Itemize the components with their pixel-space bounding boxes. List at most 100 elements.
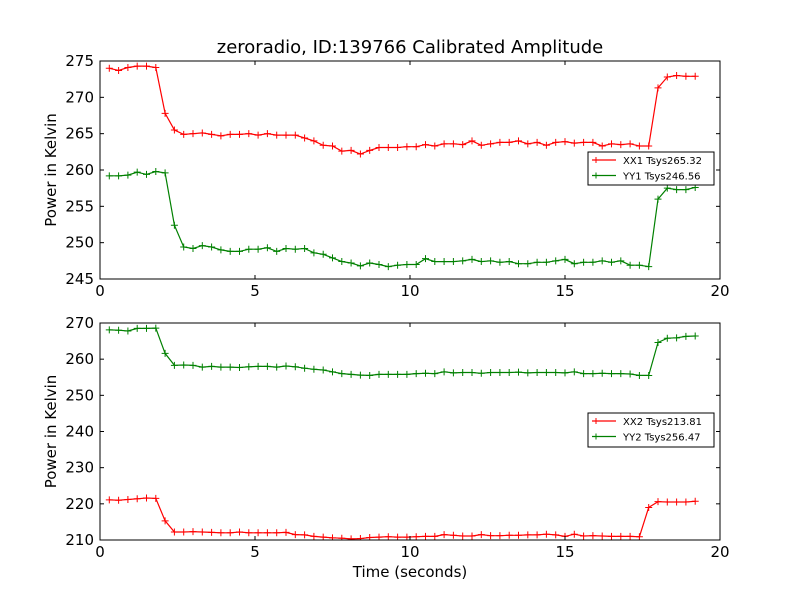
data-point (654, 84, 662, 92)
data-point (422, 255, 429, 263)
data-point (394, 143, 402, 151)
legend-marker (593, 157, 599, 163)
data-point (115, 66, 123, 74)
data-point (552, 531, 560, 539)
data-point (459, 257, 467, 265)
legend: XX2 Tsys213.81 YY2 Tsys256.47 (587, 412, 715, 448)
x-tick-label: 0 (95, 543, 105, 561)
data-point (384, 370, 392, 378)
data-point (133, 324, 141, 332)
data-point (524, 140, 532, 148)
y-tick-label: 245 (65, 270, 94, 288)
series-line (109, 327, 696, 377)
data-point (422, 369, 429, 377)
data-point (263, 362, 271, 370)
data-point (608, 532, 615, 540)
y-tick-label: 260 (65, 350, 94, 368)
data-point (310, 365, 318, 373)
data-point (505, 138, 513, 146)
data-point (468, 369, 476, 377)
data-point (356, 371, 364, 379)
data-point (133, 62, 141, 70)
data-point (356, 262, 364, 270)
y-tick-label: 270 (65, 88, 94, 106)
data-point (496, 258, 504, 266)
data-point (403, 143, 411, 151)
data-point (635, 371, 643, 379)
series-line (109, 170, 696, 268)
series-line (109, 65, 696, 155)
data-point (505, 531, 513, 539)
legend-label: XX1 Tsys265.32 (623, 156, 702, 167)
data-point (440, 258, 448, 266)
data-point (533, 531, 541, 539)
data-point (496, 138, 504, 146)
y-tick-label: 250 (65, 386, 94, 404)
data-point (115, 172, 123, 180)
data-point (329, 142, 336, 150)
data-point (515, 368, 522, 376)
data-point (542, 258, 550, 266)
data-point (282, 244, 290, 252)
y-tick-label: 220 (65, 495, 94, 513)
data-point (580, 258, 588, 266)
data-point (626, 261, 634, 269)
data-point (208, 528, 216, 536)
data-point (682, 498, 690, 506)
data-point (608, 140, 615, 148)
data-point (170, 361, 178, 369)
legend-entry: YY1 Tsys246.56 (592, 172, 701, 183)
data-point (198, 242, 206, 250)
data-point (580, 532, 588, 540)
data-point (152, 167, 160, 175)
data-point (515, 137, 522, 145)
data-point (533, 369, 541, 377)
data-point (356, 535, 364, 540)
data-point (449, 531, 457, 539)
legend-entry: XX1 Tsys265.32 (592, 156, 702, 167)
data-point (645, 142, 653, 150)
data-point (180, 243, 188, 251)
data-point (217, 246, 225, 254)
data-point (310, 532, 318, 540)
data-point (245, 245, 253, 253)
data-point (645, 263, 653, 271)
data-point (217, 363, 225, 371)
plot-area (105, 62, 699, 271)
x-tick-label: 5 (250, 282, 260, 300)
data-point (291, 363, 299, 371)
data-point (245, 529, 253, 537)
data-point (570, 368, 578, 376)
data-point (449, 258, 457, 266)
data-point (515, 260, 522, 268)
data-point (673, 72, 681, 80)
data-point (542, 369, 550, 377)
data-point (635, 142, 643, 150)
data-point (291, 131, 299, 139)
x-tick-label: 5 (250, 543, 260, 561)
data-point (236, 130, 243, 138)
data-point (375, 260, 383, 268)
y-tick-label: 240 (65, 423, 94, 441)
data-point (338, 258, 346, 266)
x-tick-label: 20 (710, 282, 729, 300)
data-point (608, 258, 615, 266)
legend-entry: YY2 Tsys256.47 (592, 433, 701, 444)
data-point (617, 141, 625, 149)
data-point (487, 257, 495, 265)
data-point (347, 146, 355, 154)
data-point (143, 324, 150, 332)
legend-label: YY1 Tsys246.56 (622, 172, 701, 183)
data-point (282, 131, 290, 139)
data-point (124, 64, 132, 72)
data-point (431, 258, 439, 266)
data-point (347, 259, 355, 267)
data-point (273, 363, 281, 371)
data-point (245, 130, 253, 138)
data-point (477, 141, 485, 149)
data-point (105, 172, 113, 180)
data-point (226, 247, 234, 255)
y-tick-label: 230 (65, 459, 94, 477)
y-tick-label: 210 (65, 531, 94, 549)
